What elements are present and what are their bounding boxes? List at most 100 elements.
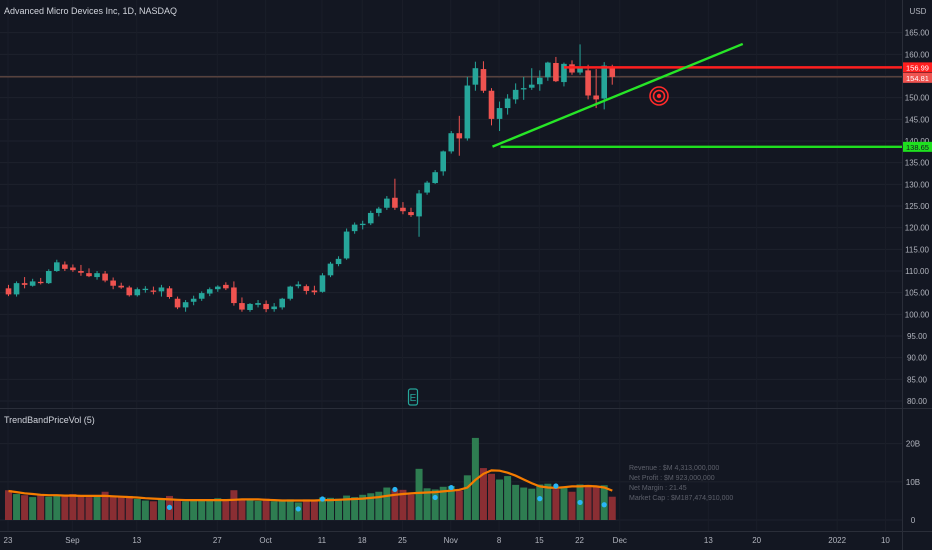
candle-body bbox=[29, 281, 36, 286]
candle bbox=[263, 300, 269, 313]
candle bbox=[13, 281, 20, 297]
time-axis[interactable]: 23 Sep 13 27 Oct 11 18 25 Nov 8 15 22 Dec 13 20 2022 10 bbox=[4, 536, 891, 545]
candle-body bbox=[545, 62, 551, 78]
candle-body bbox=[198, 293, 205, 299]
candle bbox=[472, 61, 479, 91]
candle-body bbox=[601, 65, 607, 99]
volume-pane bbox=[5, 437, 616, 520]
candle-body bbox=[223, 284, 229, 289]
candles bbox=[5, 44, 616, 313]
volume-bar bbox=[455, 490, 463, 520]
candle bbox=[400, 202, 406, 215]
time-tick-label: 27 bbox=[213, 536, 222, 545]
volume-bar bbox=[21, 495, 29, 520]
volume-bar bbox=[528, 488, 536, 520]
candle bbox=[190, 295, 197, 306]
volume-bar bbox=[53, 494, 61, 520]
candle-body bbox=[5, 288, 12, 295]
indicator-label[interactable]: TrendBandPriceVol (5) bbox=[4, 415, 95, 425]
trend-dot bbox=[553, 483, 559, 489]
volume-bar bbox=[584, 484, 592, 520]
currency-label[interactable]: USD bbox=[910, 7, 927, 16]
time-tick-label: 13 bbox=[132, 536, 141, 545]
volume-axis[interactable]: 0 10B 20B bbox=[906, 440, 920, 525]
candle-body bbox=[440, 151, 446, 172]
candle-body bbox=[206, 289, 213, 294]
volume-bar bbox=[214, 498, 222, 520]
candle bbox=[45, 269, 52, 285]
price-tick-label: 150.00 bbox=[905, 94, 930, 103]
candle-body bbox=[174, 298, 181, 308]
earnings-icon[interactable]: E bbox=[407, 388, 419, 406]
candle bbox=[62, 261, 68, 272]
candle bbox=[86, 268, 92, 278]
candle-body bbox=[553, 63, 559, 82]
volume-bar bbox=[479, 468, 487, 520]
candle bbox=[528, 68, 535, 90]
earnings-label: E bbox=[410, 393, 417, 404]
volume-bar bbox=[391, 489, 399, 520]
volume-bar bbox=[415, 468, 423, 520]
price-axis[interactable]: 80.00 85.00 90.00 95.00 100.00 105.00 110.00 11… bbox=[905, 29, 930, 406]
time-tick-label: 22 bbox=[575, 536, 584, 545]
candle bbox=[384, 196, 390, 210]
candle bbox=[37, 277, 44, 285]
volume-bar bbox=[101, 491, 109, 520]
candle bbox=[376, 206, 382, 217]
support-price-label: 138.65 bbox=[906, 143, 929, 152]
price-tick-label: 145.00 bbox=[905, 115, 930, 124]
price-tick-label: 120.00 bbox=[905, 224, 930, 233]
volume-bar bbox=[141, 500, 149, 520]
volume-bar bbox=[552, 489, 560, 520]
candle bbox=[585, 64, 591, 100]
candle bbox=[271, 303, 277, 312]
price-tick-label: 160.00 bbox=[905, 50, 930, 59]
target-icon[interactable] bbox=[649, 86, 669, 106]
volume-bar bbox=[85, 497, 93, 520]
last-price-label: 154.81 bbox=[906, 74, 929, 83]
resistance-price-badge: 156.99 bbox=[903, 62, 932, 73]
trend-dot bbox=[319, 496, 326, 502]
volume-bar bbox=[254, 500, 262, 520]
volume-bar bbox=[157, 498, 165, 520]
volume-bar bbox=[431, 489, 439, 520]
candle-body bbox=[488, 90, 495, 119]
candle-body bbox=[343, 231, 350, 259]
candle-body bbox=[464, 85, 471, 139]
volume-bar bbox=[222, 500, 230, 520]
time-tick-label: 13 bbox=[704, 536, 713, 545]
volume-bar bbox=[5, 490, 12, 520]
candle bbox=[102, 271, 108, 283]
candle-body bbox=[392, 197, 398, 208]
time-tick-label: 15 bbox=[535, 536, 544, 545]
volume-tick-label: 0 bbox=[911, 516, 916, 525]
candle bbox=[279, 297, 285, 310]
volume-trend-dots bbox=[166, 483, 607, 512]
candle bbox=[545, 61, 551, 81]
volume-bar bbox=[318, 497, 326, 520]
volume-bar bbox=[536, 484, 544, 520]
volume-bar bbox=[335, 498, 343, 520]
volume-bar bbox=[286, 499, 294, 520]
volume-bar bbox=[198, 499, 206, 520]
candle-body bbox=[158, 287, 165, 292]
volume-trend-line bbox=[8, 469, 613, 502]
volume-bar bbox=[206, 499, 214, 520]
volume-bar bbox=[238, 498, 246, 520]
candle-body bbox=[585, 70, 591, 96]
candle-body bbox=[54, 262, 60, 272]
candle-body bbox=[110, 280, 116, 286]
trendline[interactable] bbox=[492, 42, 744, 148]
volume-bar bbox=[544, 483, 552, 520]
candle-body bbox=[279, 298, 285, 308]
volume-bar bbox=[512, 484, 520, 520]
candle bbox=[456, 115, 463, 156]
volume-bar bbox=[109, 496, 117, 520]
candle-body bbox=[577, 66, 583, 73]
price-tick-label: 165.00 bbox=[905, 29, 930, 38]
volume-bar bbox=[29, 497, 37, 520]
candle bbox=[512, 83, 519, 104]
candle-body bbox=[295, 284, 302, 287]
